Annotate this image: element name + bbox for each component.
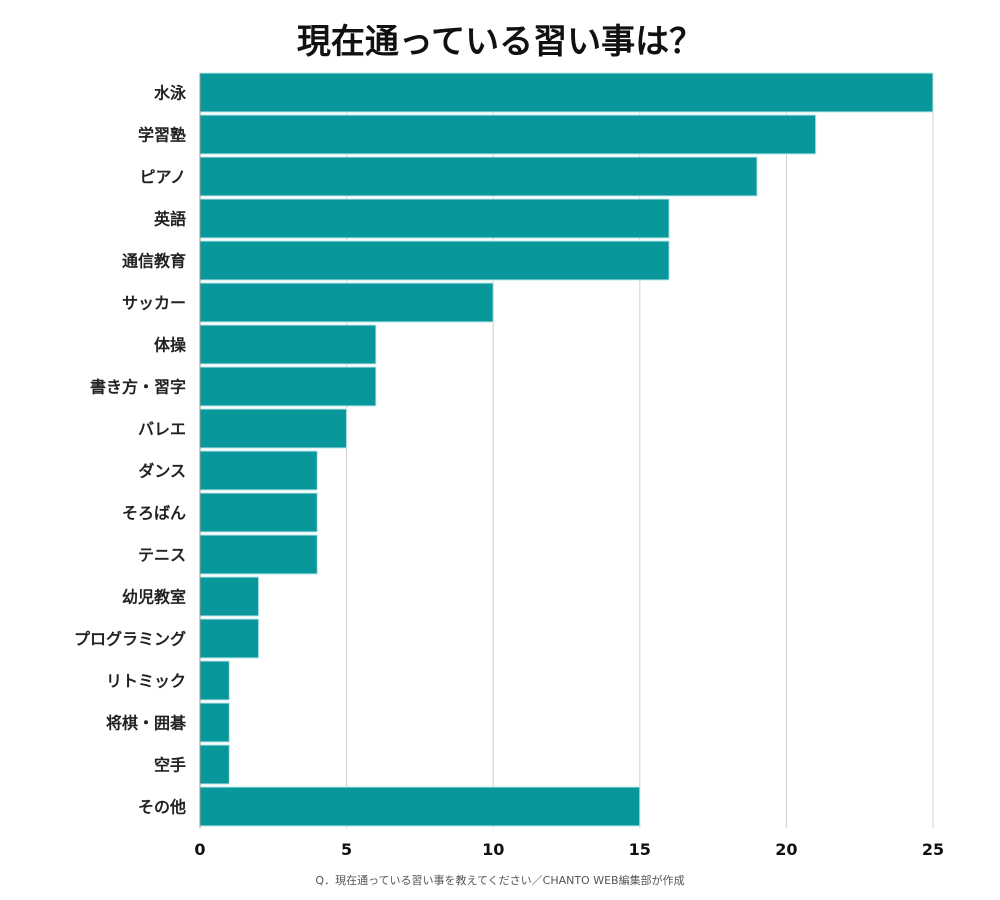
category-label: 将棋・囲碁 [106,714,187,733]
chart-footnote: Q．現在通っている習い事を教えてください／CHANTO WEB編集部が作成 [315,874,685,887]
category-label: 水泳 [154,84,187,103]
category-label: 書き方・習字 [90,378,186,397]
bar [199,744,230,785]
bar [199,324,377,365]
category-label: 幼児教室 [122,588,186,607]
category-label: テニス [138,546,186,565]
bar [199,618,260,659]
category-label: プログラミング [74,630,186,649]
bar [199,72,934,113]
chart-title: 現在通っている習い事は？ [296,22,704,62]
x-tick-label: 10 [482,840,504,859]
x-tick-label: 20 [775,840,797,859]
bar [199,702,230,743]
bar [199,534,318,575]
category-label: ダンス [138,462,186,481]
bar [199,660,230,701]
category-label: ピアノ [139,168,186,187]
bar [199,450,318,491]
category-label: 空手 [154,756,186,775]
category-label: 体操 [154,336,187,355]
category-label: サッカー [122,294,186,313]
x-tick-label: 25 [922,840,944,859]
x-tick-label: 0 [194,840,205,859]
bar [199,114,817,155]
bar [199,576,260,617]
bar [199,240,670,281]
bar [199,492,318,533]
category-label: その他 [138,798,186,817]
category-label: リトミック [106,672,186,691]
bar [199,198,670,239]
bar [199,408,348,449]
category-label: バレエ [138,420,186,439]
category-label: そろばん [122,504,186,523]
category-label: 学習塾 [138,126,186,145]
bar [199,786,641,827]
bar [199,282,494,323]
x-tick-label: 15 [629,840,651,859]
category-label: 通信教育 [122,252,186,271]
x-tick-label: 5 [341,840,352,859]
category-label: 英語 [153,210,186,229]
bar [199,156,758,197]
bar [199,366,377,407]
